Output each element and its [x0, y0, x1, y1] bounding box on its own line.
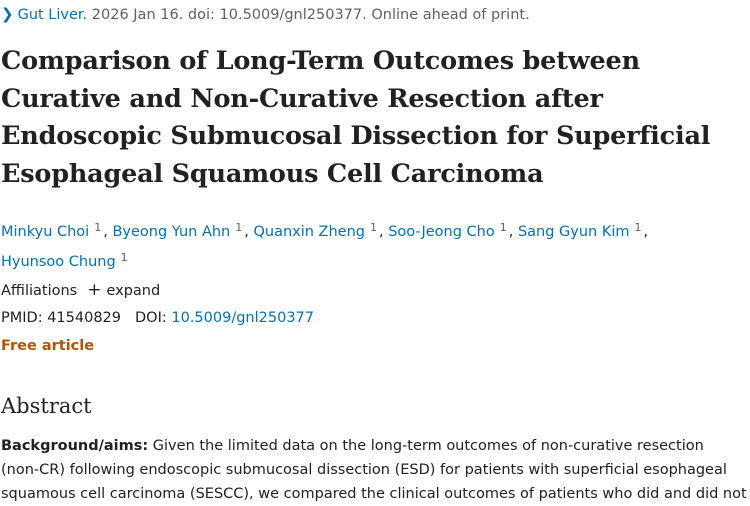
affiliations-label: Affiliations: [1, 283, 78, 299]
affiliation-ref[interactable]: 1: [634, 221, 642, 234]
affiliation-ref[interactable]: 1: [370, 221, 377, 234]
chevron-right-icon[interactable]: ❯: [1, 5, 14, 23]
author-list: Minkyu Choi 1, Byeong Yun Ahn 1, Quanxin Z…: [1, 221, 649, 270]
abstract-line: Given the limited data on the long-term …: [148, 438, 704, 454]
identifiers: PMID: 41540829 DOI: 10.5009/gnl250377: [1, 308, 314, 328]
affiliation-ref[interactable]: 1: [120, 251, 128, 264]
abstract-heading: Abstract: [1, 394, 92, 418]
abstract-section-label: Background/aims:: [1, 438, 149, 454]
plus-icon[interactable]: +: [87, 280, 102, 300]
expand-button[interactable]: expand: [106, 283, 161, 299]
author-link[interactable]: Soo-Jeong Cho: [388, 224, 495, 240]
author-link[interactable]: Sang Gyun Kim: [517, 224, 630, 240]
citation-details: 2026 Jan 16. doi: 10.5009/gnl250377. Onl…: [91, 7, 530, 23]
abstract-text: Background/aims: Given the limited data …: [1, 434, 750, 506]
title-line: Endoscopic Submucosal Dissection for Sup…: [1, 121, 711, 151]
doi-label: DOI:: [135, 310, 167, 326]
affiliation-ref[interactable]: 1: [499, 221, 507, 234]
affiliation-ref[interactable]: 1: [94, 221, 102, 234]
journal-link[interactable]: Gut Liver.: [17, 7, 88, 23]
doi-link[interactable]: 10.5009/gnl250377: [171, 310, 314, 326]
article-title: Comparison of Long-Term Outcomes between…: [1, 43, 741, 193]
affiliation-ref[interactable]: 1: [235, 221, 243, 234]
pmid-value: 41540829: [47, 310, 122, 326]
abstract-line: (non-CR) following endoscopic submucosal…: [1, 462, 727, 478]
free-article-badge: Free article: [1, 338, 95, 354]
title-line: Curative and Non-Curative Resection afte…: [1, 83, 603, 114]
author-link[interactable]: Byeong Yun Ahn: [112, 224, 231, 240]
author-link[interactable]: Minkyu Choi: [1, 224, 90, 240]
author-link[interactable]: Quanxin Zheng: [253, 224, 365, 240]
author-link[interactable]: Hyunsoo Chung: [1, 254, 116, 270]
title-line: Comparison of Long-Term Outcomes between: [1, 46, 640, 76]
title-line: Esophageal Squamous Cell Carcinoma: [1, 158, 544, 189]
pmid-label: PMID:: [1, 310, 43, 326]
abstract-line: squamous cell carcinoma (SESCC), we comp…: [1, 486, 747, 502]
citation-line: ❯ Gut Liver. 2026 Jan 16. doi: 10.5009/gn…: [1, 4, 530, 25]
affiliations-toggle: Affiliations + expand: [1, 280, 160, 301]
